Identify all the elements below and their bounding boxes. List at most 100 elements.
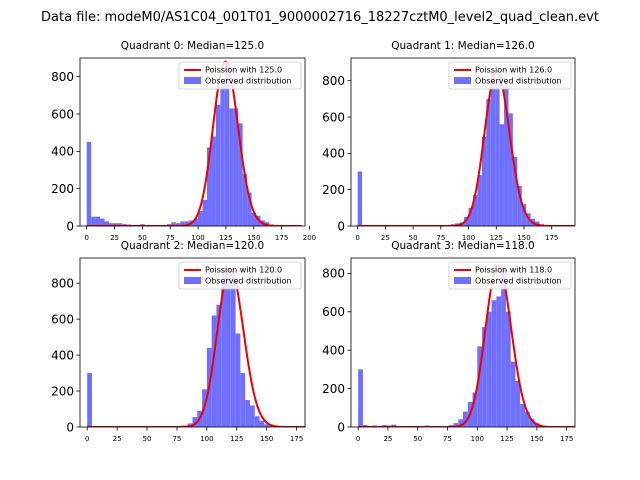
legend-box	[448, 61, 572, 90]
chart-plot-area	[358, 264, 575, 427]
legend-observed-swatch	[184, 277, 201, 284]
x-tick-label: 0	[356, 435, 360, 443]
histogram-bar	[490, 71, 496, 226]
x-tick-label: 50	[138, 234, 147, 242]
histogram-bar	[517, 186, 522, 226]
y-tick-label: 200	[322, 382, 345, 396]
histogram-bar	[486, 311, 492, 427]
x-tick-label: 25	[110, 234, 119, 242]
y-tick-label: 400	[322, 343, 345, 357]
chart-plot-area	[357, 70, 574, 226]
histogram-bar	[472, 195, 478, 226]
histogram-bar	[254, 416, 260, 427]
axes-frame	[79, 57, 306, 227]
histogram-bar	[391, 424, 397, 427]
histogram-bar	[238, 123, 243, 226]
chart-panel-1: Quadrant 1: Median=126.0 0 200 400 600 800 0 25…	[322, 40, 576, 242]
histogram-bar	[495, 80, 500, 226]
histogram-bar	[463, 411, 468, 427]
histogram-bar	[247, 192, 252, 226]
y-tick-label: 0	[337, 420, 345, 434]
x-tick-label: 100	[471, 435, 484, 443]
histogram-bar	[529, 419, 535, 427]
y-tick-label: 800	[322, 267, 345, 281]
y-tick-label: 600	[51, 107, 74, 121]
histogram-bar	[220, 80, 225, 226]
histogram-bar	[481, 137, 487, 226]
y-tick-label: 800	[51, 276, 74, 290]
histogram-bar	[491, 300, 497, 427]
histogram-bar	[233, 108, 239, 226]
x-tick-label: 125	[230, 435, 243, 443]
y-tick-label: 400	[322, 147, 345, 161]
y-tick-label: 600	[322, 110, 345, 124]
histogram-bar	[521, 204, 527, 226]
x-tick-label: 75	[172, 435, 181, 443]
x-tick-label: 0	[84, 234, 88, 242]
histogram-bar	[512, 156, 518, 226]
x-tick-label: 125	[490, 234, 503, 242]
y-tick-label: 800	[322, 74, 345, 88]
chart-panel-2: Quadrant 2: Median=120.0 0 200 400 600 800 0 25…	[51, 240, 306, 443]
histogram-bar	[264, 424, 270, 427]
x-tick-label: 75	[436, 234, 445, 242]
legend-poisson-label: Poission with 120.0	[205, 266, 282, 275]
histogram-bar	[175, 223, 181, 226]
y-tick-label: 600	[51, 312, 74, 326]
histogram-bar	[468, 207, 473, 226]
y-tick-label: 800	[51, 70, 74, 84]
histogram-bar	[221, 268, 227, 427]
histogram-bar	[235, 333, 241, 427]
histogram-bar	[113, 223, 118, 226]
axes-frame	[79, 257, 306, 428]
histogram-bar	[224, 61, 230, 226]
x-tick-label: 50	[143, 435, 152, 443]
histogram-bar	[259, 420, 265, 427]
histogram-bar	[486, 98, 491, 226]
legend-observed-label: Observed distribution	[205, 277, 292, 286]
histogram-bar	[104, 221, 109, 226]
legend-observed-swatch	[454, 77, 471, 84]
x-tick-label: 0	[85, 435, 89, 443]
x-tick-label: 175	[545, 234, 558, 242]
y-tick-label: 200	[322, 183, 345, 197]
y-tick-label: 200	[51, 384, 74, 398]
y-tick-label: 600	[322, 305, 345, 319]
histogram-bar	[211, 315, 217, 427]
chart-plot-area	[86, 60, 302, 226]
histogram-bar	[499, 124, 505, 226]
histogram-bar	[251, 212, 256, 226]
histogram-bar	[501, 265, 506, 427]
histogram-bar	[215, 104, 221, 226]
histogram-bar	[508, 113, 513, 226]
panel-title: Quadrant 2: Median=120.0	[121, 240, 264, 252]
legend-observed-label: Observed distribution	[475, 77, 562, 86]
x-tick-label: 50	[409, 234, 418, 242]
histogram-bar	[249, 405, 255, 427]
histogram-bar	[515, 380, 521, 427]
histogram-bar	[206, 147, 212, 226]
chart-plot-area	[87, 267, 305, 427]
x-tick-label: 150	[260, 435, 273, 443]
histogram-bar	[477, 175, 482, 226]
histogram-bar	[86, 142, 92, 226]
chart-panel-3: Quadrant 3: Median=118.0 0 200 400 600 800 0 25…	[322, 240, 576, 443]
histogram-bar	[472, 392, 478, 427]
x-tick-label: 25	[381, 234, 390, 242]
legend-poisson-label: Poission with 126.0	[475, 66, 552, 75]
histogram-bar	[216, 304, 222, 427]
histogram-bar	[496, 296, 502, 427]
x-tick-label: 125	[219, 234, 232, 242]
y-tick-label: 400	[51, 145, 74, 159]
x-tick-label: 25	[113, 435, 122, 443]
x-tick-label: 25	[383, 435, 392, 443]
histogram-bar	[198, 211, 203, 226]
histogram-bar	[504, 86, 509, 226]
poisson-curve	[357, 70, 574, 226]
chart-panel-0: Quadrant 0: Median=125.0 0 200 400 600 800 0 25…	[51, 40, 316, 242]
histogram-bar	[100, 218, 105, 226]
histogram-bar	[357, 171, 363, 226]
poisson-curve	[86, 60, 302, 226]
panel-title: Quadrant 1: Median=126.0	[391, 40, 534, 52]
